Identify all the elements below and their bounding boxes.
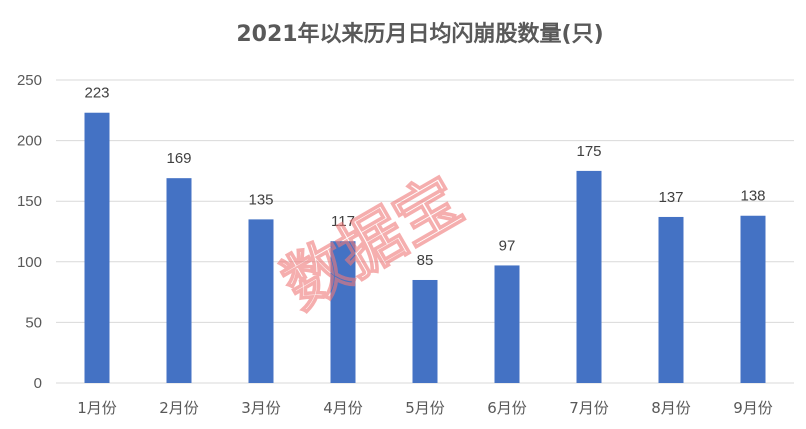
x-axis-category-labels: 1月份 2月份 3月份 4月份 5月份 6月份 7月份 8月份 9月份 [77,399,773,417]
category-label: 7月份 [569,399,609,417]
data-label: 169 [166,150,191,167]
data-label: 97 [499,237,516,254]
bar [330,241,356,383]
category-label: 3月份 [241,399,281,417]
category-label: 8月份 [651,399,691,417]
category-label: 4月份 [323,399,363,417]
y-tick-label: 50 [25,314,42,331]
category-label: 9月份 [733,399,773,417]
y-tick-label: 150 [17,193,42,210]
bar [248,219,274,383]
category-label: 2月份 [159,399,199,417]
y-tick-label: 200 [17,133,42,150]
data-label: 138 [740,188,765,205]
data-label: 223 [84,85,109,102]
bar [494,265,520,383]
data-label: 175 [576,143,601,160]
category-label: 6月份 [487,399,527,417]
data-label: 135 [248,191,273,208]
bars [84,112,766,383]
chart-title: 2021年以来历月日均闪崩股数量(只) [236,21,603,47]
bar [658,216,684,383]
y-tick-label: 0 [34,375,42,392]
data-label: 117 [331,213,355,230]
bar [84,112,110,383]
y-tick-label: 100 [17,254,42,271]
category-label: 5月份 [405,399,445,417]
data-label: 85 [417,252,434,269]
category-label: 1月份 [77,399,117,417]
bar [740,215,766,383]
y-axis-tick-labels: 0 50 100 150 200 250 [17,72,42,392]
bar [412,279,438,383]
data-label: 137 [658,189,683,206]
data-labels: 223 169 135 117 85 97 175 137 138 [84,85,765,269]
bar [166,178,192,383]
y-tick-label: 250 [17,72,42,89]
bar [576,170,602,383]
